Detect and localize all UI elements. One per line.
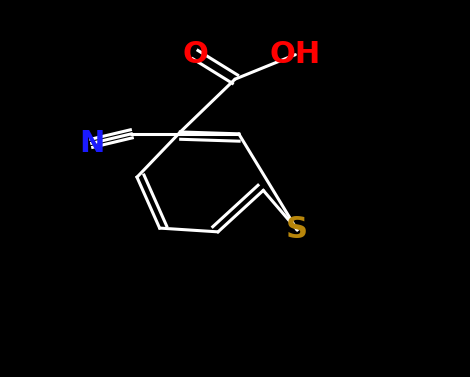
Text: OH: OH	[270, 40, 321, 69]
Text: O: O	[182, 40, 208, 69]
Text: S: S	[286, 216, 308, 244]
Text: N: N	[79, 129, 104, 158]
